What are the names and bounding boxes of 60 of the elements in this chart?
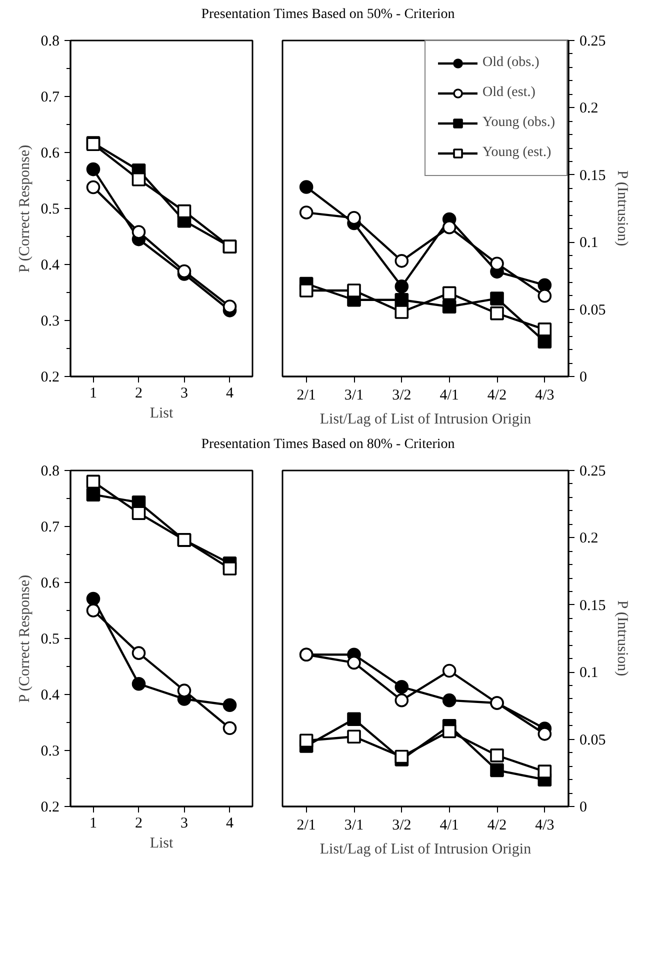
y-tick-label: 0.3: [40, 314, 60, 330]
x-tick-label: 4/2: [487, 388, 507, 404]
y2-tick-label: 0.05: [580, 732, 606, 748]
x-tick-label: 4: [226, 816, 234, 832]
text: Presentation Times Based on 80% - Criterion: [201, 436, 455, 454]
y2-axis-title: P (Intrusion): [614, 600, 630, 676]
x-tick-label: 4/1: [440, 818, 459, 834]
y2-tick-label: 0.1: [580, 665, 598, 682]
y-tick-label: 0.6: [40, 576, 60, 592]
y-tick-label: 0.5: [40, 632, 60, 648]
text: Presentation Times Based on 50% - Criterion: [201, 6, 455, 24]
x-axis-title: List: [150, 406, 174, 422]
y-tick-label: 0.4: [40, 258, 60, 274]
y2-tick-label: 0: [580, 370, 587, 386]
x-axis-title: List: [150, 836, 174, 852]
y-tick-label: 0.8: [40, 464, 60, 480]
y2-axis-title: P (Intrusion): [614, 170, 630, 246]
y-tick-label: 0.6: [40, 146, 60, 162]
y-tick-label: 0.7: [40, 520, 60, 536]
x-tick-label: 4/1: [440, 388, 459, 404]
x-tick-label: 4/2: [487, 818, 507, 834]
y2-tick-label: 0.1: [580, 235, 598, 252]
x-tick-label: 3/2: [392, 388, 412, 404]
y2-tick-label: 0.15: [580, 168, 606, 184]
y-axis-title: P (Correct Response): [16, 144, 33, 273]
x-tick-label: 3/1: [344, 388, 364, 404]
x-tick-label: 3/1: [344, 818, 364, 834]
y2-tick-label: 0.2: [580, 530, 598, 547]
y-tick-label: 0.8: [40, 34, 60, 50]
y-tick-label: 0.2: [40, 800, 60, 816]
legend-label: Young (est.): [482, 145, 552, 161]
x-tick-label: 4: [226, 386, 234, 402]
legend-label: Young (obs.): [482, 115, 555, 131]
x-tick-label: 2/1: [296, 388, 316, 404]
x-axis-title: List/Lag of List of Intrusion Origin: [320, 842, 532, 858]
y2-tick-label: 0.25: [580, 34, 606, 50]
x-tick-label: 2: [135, 386, 142, 402]
x-tick-label: 1: [90, 386, 97, 402]
y-tick-label: 0.2: [40, 370, 60, 386]
x-tick-label: 1: [90, 816, 97, 832]
x-axis-title: List/Lag of List of Intrusion Origin: [320, 412, 532, 428]
x-tick-label: 4/3: [535, 388, 554, 404]
x-tick-label: 2/1: [296, 818, 316, 834]
legend-label: Old (est.): [482, 85, 536, 101]
x-tick-label: 4/3: [535, 818, 554, 834]
y-axis-title: P (Correct Response): [16, 574, 33, 703]
x-tick-label: 3: [180, 386, 188, 402]
y2-tick-label: 0: [580, 800, 587, 816]
x-tick-label: 3/2: [392, 818, 412, 834]
y-tick-label: 0.4: [40, 688, 60, 704]
x-tick-label: 3: [180, 816, 188, 832]
y2-tick-label: 0.15: [580, 598, 606, 614]
y-tick-label: 0.5: [40, 202, 60, 218]
y2-tick-label: 0.2: [580, 100, 598, 117]
y-tick-label: 0.3: [40, 744, 60, 760]
legend-label: Old (obs.): [482, 55, 540, 71]
y2-tick-label: 0.25: [580, 464, 606, 480]
y-tick-label: 0.7: [40, 90, 60, 106]
x-tick-label: 2: [135, 816, 142, 832]
y2-tick-label: 0.05: [580, 302, 606, 318]
